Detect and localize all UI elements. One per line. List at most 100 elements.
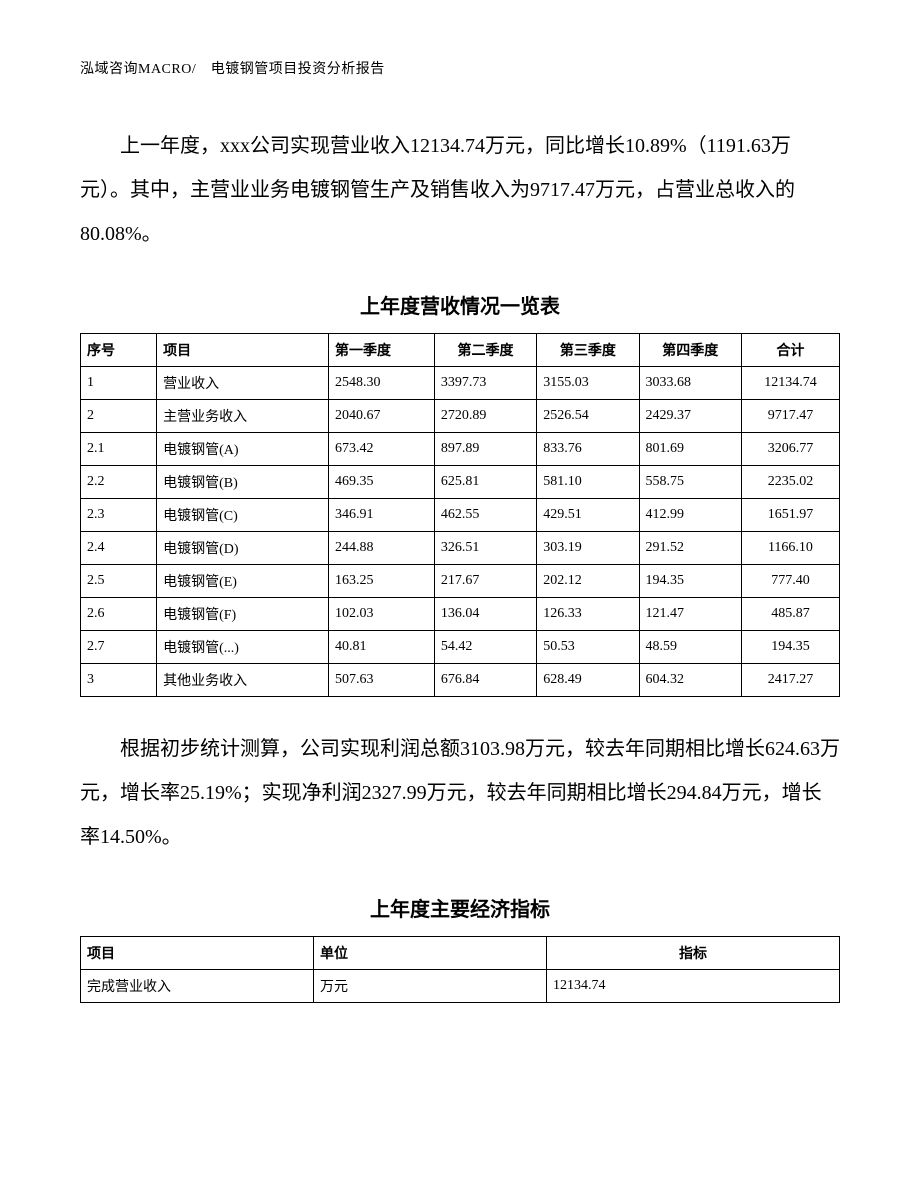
table-cell: 3: [81, 664, 157, 697]
col-item: 项目: [157, 334, 329, 367]
table-cell: 电镀钢管(...): [157, 631, 329, 664]
table-cell: 营业收入: [157, 367, 329, 400]
table-cell: 469.35: [329, 466, 435, 499]
table-cell: 777.40: [741, 565, 839, 598]
table-cell: 126.33: [537, 598, 639, 631]
col-q1: 第一季度: [329, 334, 435, 367]
table-cell: 604.32: [639, 664, 741, 697]
table-cell: 50.53: [537, 631, 639, 664]
table-row: 2.2电镀钢管(B)469.35625.81581.10558.752235.0…: [81, 466, 840, 499]
col-seq: 序号: [81, 334, 157, 367]
table-cell: 2.7: [81, 631, 157, 664]
page-header: 泓域咨询MACRO/ 电镀钢管项目投资分析报告: [80, 58, 840, 78]
table-cell: 429.51: [537, 499, 639, 532]
table-row: 2.7电镀钢管(...)40.8154.4250.5348.59194.35: [81, 631, 840, 664]
table-cell: 897.89: [434, 433, 536, 466]
table-row: 2.3电镀钢管(C)346.91462.55429.51412.991651.9…: [81, 499, 840, 532]
table-cell: 303.19: [537, 532, 639, 565]
table-row: 2.4电镀钢管(D)244.88326.51303.19291.521166.1…: [81, 532, 840, 565]
table-cell: 48.59: [639, 631, 741, 664]
table-cell: 801.69: [639, 433, 741, 466]
col-item: 项目: [81, 937, 314, 970]
table-cell: 40.81: [329, 631, 435, 664]
table-cell: 54.42: [434, 631, 536, 664]
table-cell: 102.03: [329, 598, 435, 631]
table-cell: 2.5: [81, 565, 157, 598]
table-cell: 1: [81, 367, 157, 400]
table-cell: 3033.68: [639, 367, 741, 400]
paragraph-1: 上一年度，xxx公司实现营业收入12134.74万元，同比增长10.89%（11…: [80, 124, 840, 256]
table-cell: 676.84: [434, 664, 536, 697]
paragraph-2: 根据初步统计测算，公司实现利润总额3103.98万元，较去年同期相比增长624.…: [80, 727, 840, 859]
table-cell: 2.6: [81, 598, 157, 631]
table-cell: 412.99: [639, 499, 741, 532]
table-cell: 2040.67: [329, 400, 435, 433]
table-header-row: 项目 单位 指标: [81, 937, 840, 970]
col-total: 合计: [741, 334, 839, 367]
table-cell: 电镀钢管(E): [157, 565, 329, 598]
table-row: 2.1电镀钢管(A)673.42897.89833.76801.693206.7…: [81, 433, 840, 466]
col-q3: 第三季度: [537, 334, 639, 367]
table-cell: 2.2: [81, 466, 157, 499]
table2-body: 完成营业收入万元12134.74: [81, 970, 840, 1003]
table-cell: 202.12: [537, 565, 639, 598]
table-row: 2.6电镀钢管(F)102.03136.04126.33121.47485.87: [81, 598, 840, 631]
revenue-table: 序号 项目 第一季度 第二季度 第三季度 第四季度 合计 1营业收入2548.3…: [80, 333, 840, 697]
table-cell: 12134.74: [741, 367, 839, 400]
table-cell: 完成营业收入: [81, 970, 314, 1003]
table-cell: 291.52: [639, 532, 741, 565]
table-cell: 万元: [314, 970, 547, 1003]
document-page: 泓域咨询MACRO/ 电镀钢管项目投资分析报告 上一年度，xxx公司实现营业收入…: [0, 0, 920, 1191]
table-row: 2主营业务收入2040.672720.892526.542429.379717.…: [81, 400, 840, 433]
table1-title: 上年度营收情况一览表: [80, 290, 840, 319]
table-cell: 163.25: [329, 565, 435, 598]
table-cell: 628.49: [537, 664, 639, 697]
col-q4: 第四季度: [639, 334, 741, 367]
table-cell: 194.35: [741, 631, 839, 664]
col-q2: 第二季度: [434, 334, 536, 367]
table-cell: 625.81: [434, 466, 536, 499]
table-cell: 581.10: [537, 466, 639, 499]
col-value: 指标: [547, 937, 840, 970]
table-cell: 2720.89: [434, 400, 536, 433]
table-cell: 673.42: [329, 433, 435, 466]
table-cell: 136.04: [434, 598, 536, 631]
table-row: 3其他业务收入507.63676.84628.49604.322417.27: [81, 664, 840, 697]
table-cell: 833.76: [537, 433, 639, 466]
table-cell: 其他业务收入: [157, 664, 329, 697]
table-cell: 3397.73: [434, 367, 536, 400]
table-row: 完成营业收入万元12134.74: [81, 970, 840, 1003]
table2-title: 上年度主要经济指标: [80, 893, 840, 922]
table-row: 1营业收入2548.303397.733155.033033.6812134.7…: [81, 367, 840, 400]
table-cell: 485.87: [741, 598, 839, 631]
table-cell: 558.75: [639, 466, 741, 499]
table-cell: 194.35: [639, 565, 741, 598]
table-cell: 12134.74: [547, 970, 840, 1003]
table-cell: 507.63: [329, 664, 435, 697]
table-cell: 3155.03: [537, 367, 639, 400]
table-cell: 2429.37: [639, 400, 741, 433]
table-cell: 2417.27: [741, 664, 839, 697]
table-cell: 2526.54: [537, 400, 639, 433]
table-cell: 2.4: [81, 532, 157, 565]
table-cell: 2235.02: [741, 466, 839, 499]
table-cell: 326.51: [434, 532, 536, 565]
table-cell: 2.3: [81, 499, 157, 532]
table-header-row: 序号 项目 第一季度 第二季度 第三季度 第四季度 合计: [81, 334, 840, 367]
table-cell: 电镀钢管(F): [157, 598, 329, 631]
table-cell: 1166.10: [741, 532, 839, 565]
table-cell: 主营业务收入: [157, 400, 329, 433]
table-cell: 2: [81, 400, 157, 433]
col-unit: 单位: [314, 937, 547, 970]
table-cell: 电镀钢管(D): [157, 532, 329, 565]
table-cell: 电镀钢管(A): [157, 433, 329, 466]
table-cell: 2548.30: [329, 367, 435, 400]
table-cell: 462.55: [434, 499, 536, 532]
table-cell: 1651.97: [741, 499, 839, 532]
table-cell: 121.47: [639, 598, 741, 631]
indicators-table: 项目 单位 指标 完成营业收入万元12134.74: [80, 936, 840, 1003]
table-cell: 9717.47: [741, 400, 839, 433]
table-cell: 电镀钢管(B): [157, 466, 329, 499]
table-cell: 3206.77: [741, 433, 839, 466]
table-cell: 244.88: [329, 532, 435, 565]
